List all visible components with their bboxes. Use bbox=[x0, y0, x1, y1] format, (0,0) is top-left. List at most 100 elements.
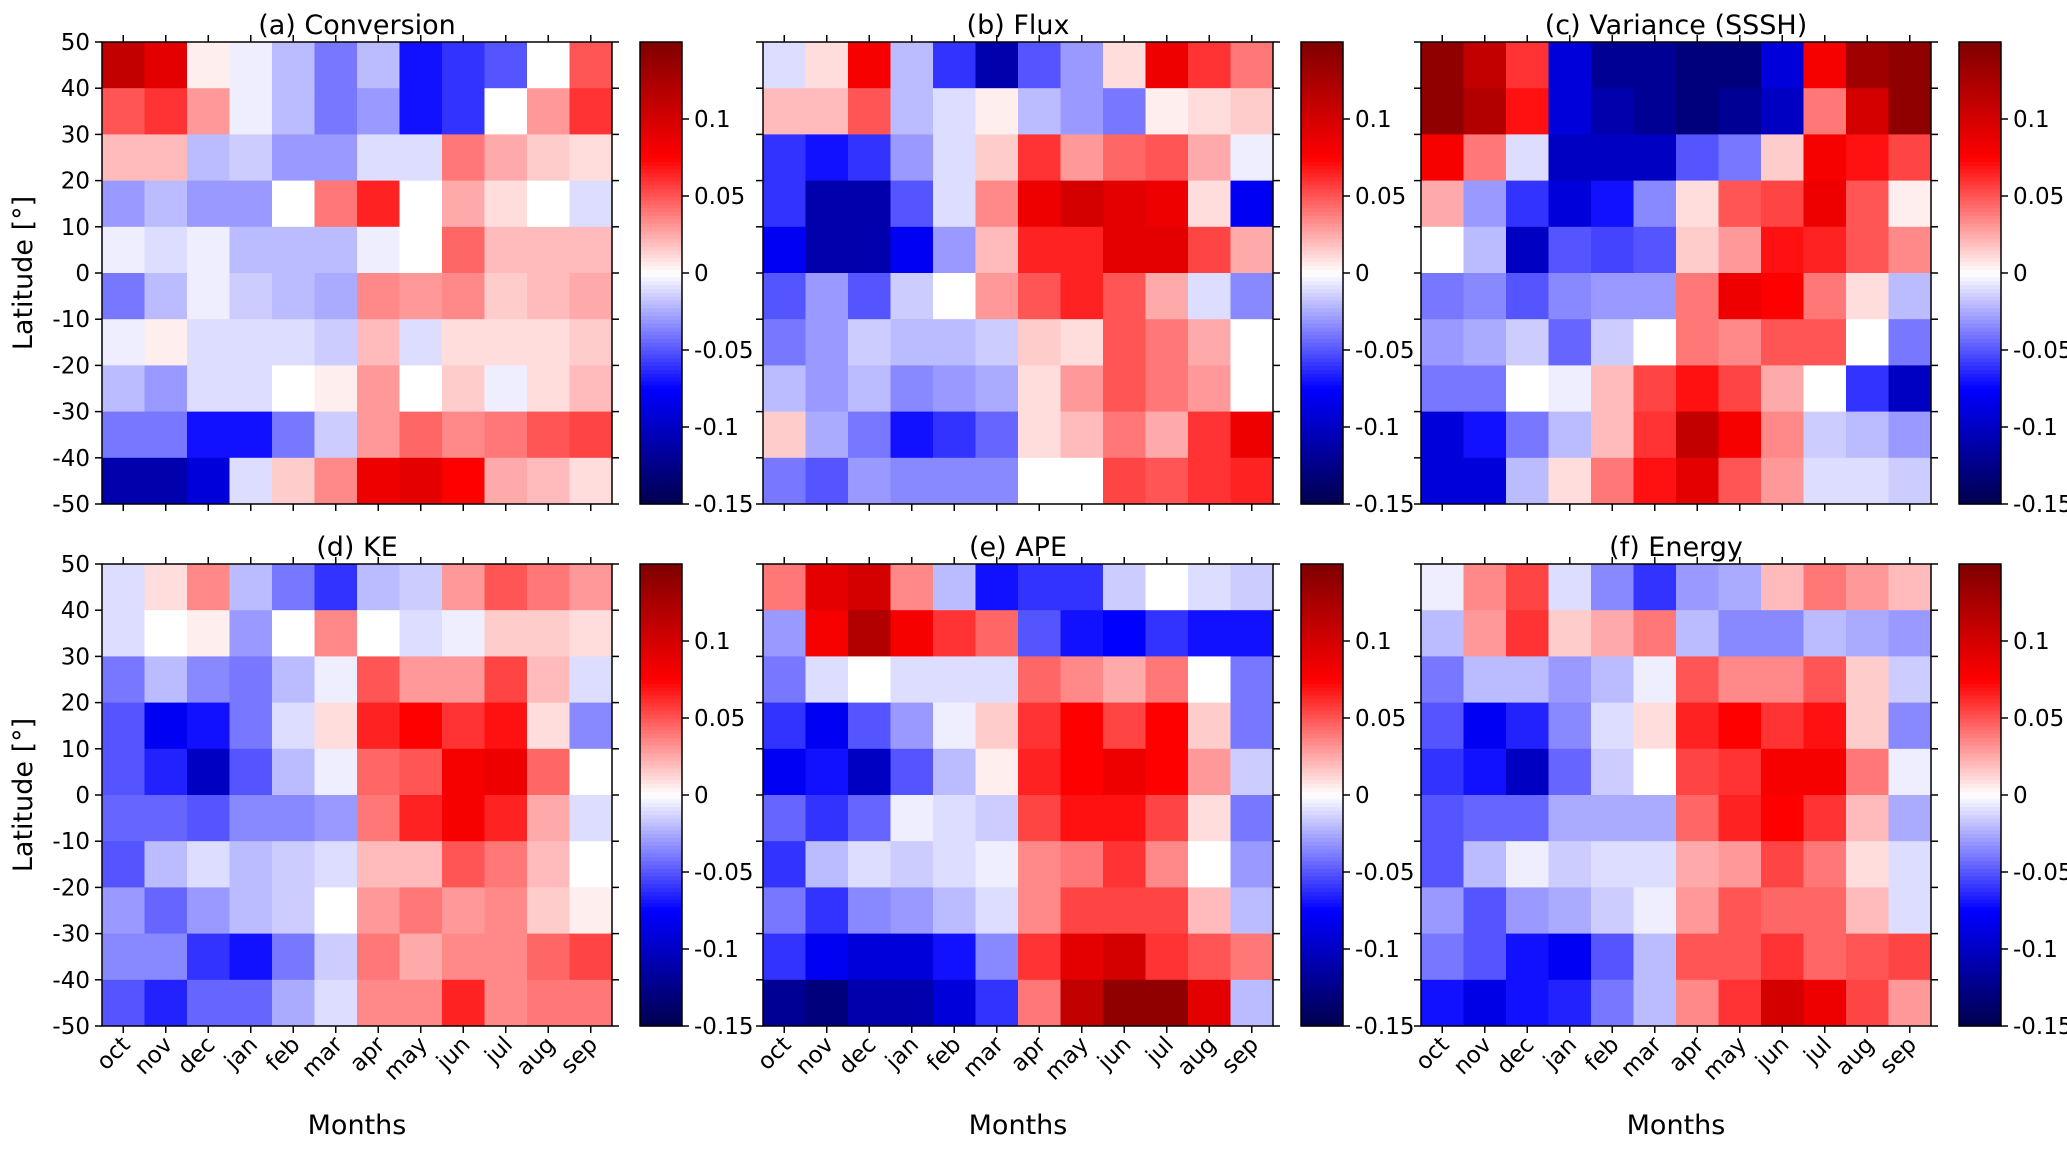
colorbar-slice bbox=[1301, 465, 1343, 470]
heatmap-cell bbox=[527, 88, 570, 135]
colorbar-slice bbox=[1959, 644, 2001, 650]
heatmap-cell bbox=[1718, 365, 1762, 413]
heatmap-cell bbox=[484, 134, 528, 182]
heatmap-cell bbox=[314, 610, 358, 657]
colorbar-slice bbox=[1959, 153, 2001, 159]
colorbar-slice bbox=[1301, 265, 1343, 270]
colorbar-slice bbox=[640, 937, 682, 942]
heatmap-cell bbox=[272, 226, 315, 274]
heatmap-cell bbox=[975, 42, 1019, 89]
colorbar-slice bbox=[1301, 119, 1343, 124]
colorbar-slice bbox=[1301, 261, 1343, 266]
colorbar-slice bbox=[1959, 192, 2001, 197]
colorbar-slice bbox=[640, 756, 682, 761]
heatmap-cell bbox=[763, 933, 806, 981]
heatmap-cell bbox=[1506, 88, 1549, 135]
heatmap-cell bbox=[1548, 88, 1592, 135]
heatmap-cell bbox=[1060, 457, 1104, 505]
colorbar-slice bbox=[1959, 265, 2001, 270]
colorbar-slice bbox=[1301, 103, 1343, 109]
heatmap-cell bbox=[1888, 319, 1932, 366]
heatmap-cell bbox=[848, 933, 891, 981]
colorbar-slice bbox=[1959, 461, 2001, 467]
colorbar-slice bbox=[1959, 806, 2001, 811]
heatmap-cell bbox=[1761, 656, 1804, 704]
heatmap-cell bbox=[975, 226, 1019, 274]
colorbar-slice bbox=[1959, 987, 2001, 992]
heatmap-cell bbox=[848, 610, 891, 657]
heatmap-cell bbox=[1888, 610, 1932, 657]
colorbar-slice bbox=[1959, 914, 2001, 919]
heatmap-cell bbox=[527, 319, 570, 366]
heatmap-cell bbox=[1633, 656, 1677, 704]
y-axis-label: Latitude [°] bbox=[8, 196, 39, 350]
heatmap-cell bbox=[187, 841, 230, 888]
heatmap-cell bbox=[890, 319, 934, 366]
x-tick-label: feb bbox=[922, 1032, 966, 1076]
colorbar-slice bbox=[1959, 430, 2001, 436]
colorbar-slice bbox=[640, 1022, 682, 1027]
colorbar-slice bbox=[640, 342, 682, 347]
heatmap-cell bbox=[1548, 933, 1592, 981]
heatmap-cell bbox=[187, 748, 230, 796]
colorbar-slice bbox=[1959, 1022, 2001, 1027]
colorbar-slice bbox=[1301, 361, 1343, 366]
colorbar-slice bbox=[640, 991, 682, 996]
colorbar-slice bbox=[1959, 771, 2001, 777]
colorbar-slice bbox=[1301, 180, 1343, 186]
colorbar-slice bbox=[640, 142, 682, 147]
colorbar-slice bbox=[1301, 145, 1343, 151]
heatmap-cell bbox=[890, 564, 934, 611]
colorbar-slice bbox=[1959, 230, 2001, 236]
colorbar-slice bbox=[1301, 149, 1343, 155]
colorbar-slice bbox=[1959, 45, 2001, 51]
colorbar-slice bbox=[640, 925, 682, 931]
heatmap-cell bbox=[1591, 610, 1634, 657]
colorbar-slice bbox=[1959, 606, 2001, 611]
heatmap-cell bbox=[1506, 319, 1549, 366]
heatmap-cell bbox=[1803, 319, 1847, 366]
colorbar-tick-label: 0.05 bbox=[2013, 706, 2064, 732]
colorbar-slice bbox=[640, 280, 682, 286]
heatmap-cell bbox=[1803, 226, 1847, 274]
heatmap-cell bbox=[1846, 748, 1889, 796]
colorbar-slice bbox=[640, 825, 682, 831]
colorbar-slice bbox=[1301, 376, 1343, 382]
colorbar-tick-label: 0.1 bbox=[2013, 107, 2050, 133]
colorbar-slice bbox=[640, 898, 682, 904]
heatmap-cell bbox=[1803, 180, 1847, 228]
heatmap-cell bbox=[527, 887, 570, 935]
heatmap-cell bbox=[187, 319, 230, 366]
colorbar-slice bbox=[1301, 810, 1343, 815]
heatmap-cell bbox=[1888, 134, 1932, 182]
heatmap-cell bbox=[1018, 933, 1061, 981]
colorbar-slice bbox=[640, 752, 682, 758]
heatmap-cell bbox=[848, 42, 891, 89]
colorbar-slice bbox=[1959, 384, 2001, 390]
heatmap-cell bbox=[1591, 411, 1634, 459]
heatmap-cell bbox=[1230, 411, 1274, 459]
heatmap-cell bbox=[229, 273, 273, 320]
colorbar-slice bbox=[1959, 675, 2001, 681]
colorbar-slice bbox=[1959, 833, 2001, 838]
colorbar-slice bbox=[1959, 802, 2001, 808]
heatmap-cell bbox=[1060, 610, 1104, 657]
colorbar-slice bbox=[1959, 898, 2001, 904]
colorbar-slice bbox=[1301, 660, 1343, 665]
colorbar-slice bbox=[1301, 192, 1343, 197]
colorbar-slice bbox=[1301, 380, 1343, 386]
heatmap-cell bbox=[229, 365, 273, 413]
colorbar-slice bbox=[640, 315, 682, 320]
heatmap-cell bbox=[569, 226, 613, 274]
colorbar-slice bbox=[1959, 810, 2001, 815]
heatmap-cell bbox=[1188, 365, 1231, 413]
heatmap-cell bbox=[569, 656, 613, 704]
y-tick-label: -50 bbox=[52, 1014, 90, 1040]
heatmap-cell bbox=[1506, 365, 1549, 413]
heatmap-cell bbox=[1676, 656, 1719, 704]
heatmap-cell bbox=[1718, 88, 1762, 135]
heatmap-cell bbox=[1548, 979, 1592, 1027]
heatmap-cell bbox=[1230, 748, 1274, 796]
colorbar-slice bbox=[640, 687, 682, 692]
